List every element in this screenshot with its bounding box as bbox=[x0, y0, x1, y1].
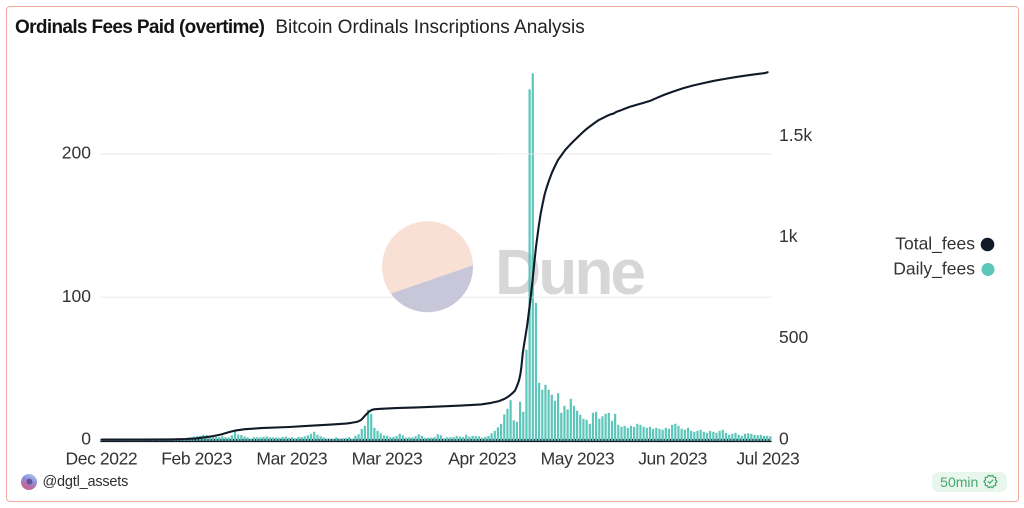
svg-text:Jul 2023: Jul 2023 bbox=[736, 449, 799, 469]
svg-text:May 2023: May 2023 bbox=[541, 449, 615, 469]
svg-text:Dec 2022: Dec 2022 bbox=[66, 449, 138, 469]
svg-text:1.5k: 1.5k bbox=[779, 125, 812, 145]
svg-text:1k: 1k bbox=[779, 226, 798, 246]
svg-text:0: 0 bbox=[779, 429, 789, 449]
svg-text:Dune: Dune bbox=[495, 236, 644, 308]
svg-text:Total_fees: Total_fees bbox=[895, 234, 975, 255]
svg-text:Mar 2023: Mar 2023 bbox=[352, 449, 423, 469]
svg-text:500: 500 bbox=[779, 327, 808, 347]
svg-text:0: 0 bbox=[81, 429, 91, 449]
svg-text:Apr 2023: Apr 2023 bbox=[448, 449, 516, 469]
svg-text:Daily_fees: Daily_fees bbox=[893, 259, 975, 280]
svg-text:Feb 2023: Feb 2023 bbox=[161, 449, 232, 469]
svg-text:200: 200 bbox=[62, 143, 91, 163]
svg-text:100: 100 bbox=[62, 286, 91, 306]
svg-text:Jun 2023: Jun 2023 bbox=[638, 449, 707, 469]
svg-text:Mar 2023: Mar 2023 bbox=[256, 449, 327, 469]
